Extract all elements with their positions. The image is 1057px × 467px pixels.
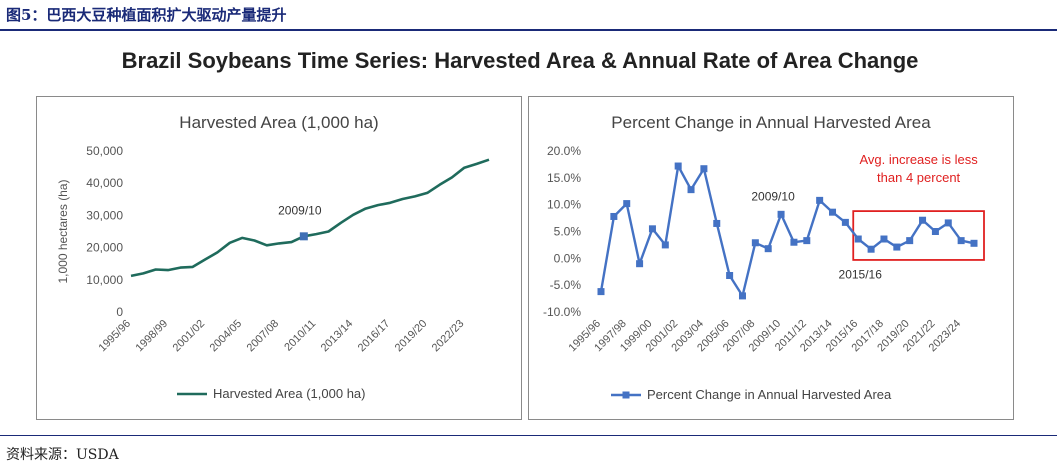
data-point-marker — [803, 237, 811, 245]
callout-text-line: than 4 percent — [877, 170, 961, 185]
x-tick-label: 1995/96 — [97, 318, 134, 355]
y-tick-label: 50,000 — [86, 144, 123, 158]
data-point-marker — [713, 219, 721, 227]
x-tick-label: 2019/20 — [393, 318, 430, 355]
data-point-marker — [610, 212, 618, 220]
data-point-marker — [893, 243, 901, 251]
header-divider — [0, 29, 1057, 31]
x-tick-label: 1998/99 — [134, 318, 171, 355]
y-tick-label: 0 — [116, 305, 123, 319]
percent-change-chart-panel: Percent Change in Annual Harvested Area -… — [528, 96, 1014, 420]
source-note: 资料来源：USDA — [6, 447, 119, 463]
y-tick-label: 10.0% — [547, 198, 581, 212]
legend-label: Percent Change in Annual Harvested Area — [647, 387, 892, 402]
y-tick-label: 10,000 — [86, 273, 123, 287]
footer-divider — [0, 435, 1057, 436]
data-point-marker — [597, 288, 605, 296]
y-tick-label: 30,000 — [86, 208, 123, 222]
data-point-marker — [687, 186, 695, 194]
data-point-marker — [944, 219, 952, 227]
highlight-box — [852, 210, 985, 261]
highlight-point-marker — [299, 232, 308, 241]
harvested-area-chart: Harvested Area (1,000 ha) 1,000 hectares … — [56, 113, 490, 401]
figure-title: 图5：巴西大豆种植面积扩大驱动产量提升 — [6, 6, 287, 24]
x-tick-label: 2007/08 — [245, 318, 282, 355]
data-point-marker — [790, 238, 798, 246]
data-point-marker — [661, 241, 669, 249]
x-tick-label: 2016/17 — [356, 318, 393, 355]
x-tick-label: 2001/02 — [171, 318, 208, 355]
main-chart-title: Brazil Soybeans Time Series: Harvested A… — [121, 48, 919, 73]
data-point-marker — [764, 245, 772, 253]
data-point-marker — [880, 235, 888, 243]
y-tick-label: 5.0% — [554, 225, 582, 239]
x-tick-label: 2022/23 — [430, 318, 467, 355]
data-point-marker — [738, 292, 746, 300]
y-axis-label: 1,000 hectares (ha) — [56, 179, 70, 283]
data-point-marker — [751, 239, 759, 247]
y-tick-label: 20,000 — [86, 241, 123, 255]
data-point-marker — [957, 237, 965, 245]
data-point-marker — [726, 272, 734, 280]
data-point-marker — [648, 225, 656, 233]
data-point-marker — [816, 196, 824, 204]
legend-label: Harvested Area (1,000 ha) — [213, 386, 365, 401]
x-tick-label: 2013/14 — [319, 318, 356, 355]
data-point-marker — [674, 162, 682, 170]
data-point-marker — [700, 165, 708, 173]
chart-title: Percent Change in Annual Harvested Area — [611, 113, 931, 132]
y-tick-label: 20.0% — [547, 144, 581, 158]
data-point-marker — [623, 200, 631, 208]
harvested-area-series-line — [130, 158, 490, 278]
annotation-label: 2009/10 — [278, 203, 322, 217]
percent-change-chart: Percent Change in Annual Harvested Area -… — [543, 113, 985, 402]
callout-text-line: Avg. increase is less — [859, 152, 978, 167]
data-point-marker — [777, 210, 785, 218]
data-point-marker — [841, 218, 849, 226]
data-point-marker — [636, 260, 644, 268]
data-point-marker — [867, 245, 875, 253]
y-tick-label: 0.0% — [554, 251, 582, 265]
y-tick-label: 15.0% — [547, 171, 581, 185]
percent-change-series-line — [599, 164, 975, 298]
legend-marker-swatch — [622, 391, 630, 399]
data-point-marker — [854, 235, 862, 243]
y-tick-label: -10.0% — [543, 305, 581, 319]
annotation-label: 2015/16 — [839, 268, 883, 282]
y-tick-label: -5.0% — [550, 278, 582, 292]
x-tick-label: 2004/05 — [208, 318, 245, 355]
annotation-label: 2009/10 — [751, 189, 795, 203]
harvested-area-chart-panel: Harvested Area (1,000 ha) 1,000 hectares … — [36, 96, 522, 420]
y-tick-label: 40,000 — [86, 176, 123, 190]
data-point-marker — [919, 216, 927, 224]
data-point-marker — [931, 228, 939, 235]
data-point-marker — [829, 208, 837, 216]
data-point-marker — [906, 237, 914, 245]
data-point-marker — [970, 239, 978, 247]
x-tick-label: 2010/11 — [282, 318, 318, 354]
chart-title: Harvested Area (1,000 ha) — [179, 113, 378, 132]
